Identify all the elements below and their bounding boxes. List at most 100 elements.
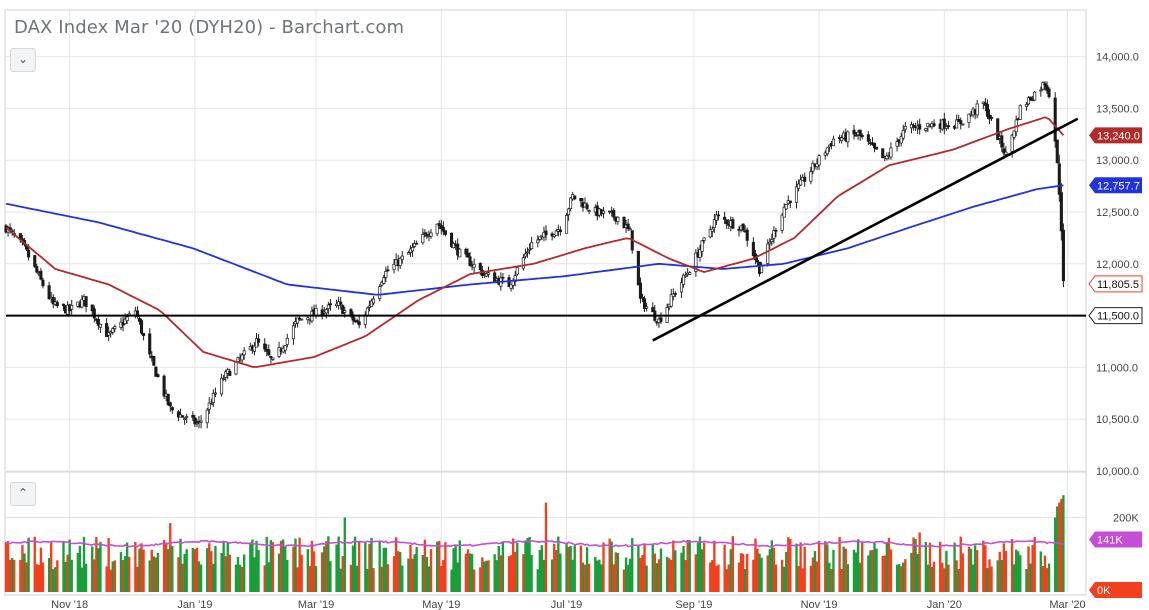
volume-bar	[754, 538, 757, 592]
volume-bar	[1041, 565, 1045, 592]
volume-bar	[889, 549, 893, 592]
volume-bar	[961, 553, 964, 592]
collapse-chart-button[interactable]: ⌄	[10, 48, 36, 72]
volume-bar	[842, 546, 845, 592]
volume-bar	[421, 554, 424, 592]
volume-bar	[624, 557, 628, 592]
volume-bar	[41, 562, 45, 592]
volume-bar	[1043, 555, 1047, 592]
volume-bar	[538, 549, 542, 592]
volume-bar	[559, 553, 562, 592]
volume-bar	[220, 553, 223, 592]
volume-bar	[185, 549, 188, 592]
volume-bar	[238, 564, 242, 592]
candle-body	[710, 228, 714, 232]
volume-bar	[573, 545, 576, 592]
candle-body	[811, 162, 815, 172]
volume-bar	[926, 564, 930, 592]
candle-body	[466, 252, 470, 258]
volume-bar	[686, 539, 689, 592]
candle-body	[651, 307, 655, 313]
volume-bar	[758, 553, 761, 592]
candle-body	[955, 119, 959, 129]
date-tick-label: May '19	[422, 599, 460, 610]
candle-body	[384, 271, 388, 278]
candle-body	[300, 318, 304, 321]
candle-body	[283, 345, 287, 351]
volume-bar	[932, 561, 936, 592]
volume-bar	[380, 566, 383, 592]
volume-bar	[292, 546, 295, 592]
volume-bar	[450, 569, 453, 592]
candle-body	[694, 252, 698, 272]
volume-bar	[10, 558, 14, 592]
volume-bar	[815, 561, 819, 592]
candle-body	[523, 253, 528, 257]
volume-bar	[910, 552, 913, 592]
candle-body	[27, 249, 31, 258]
volume-bar	[351, 545, 355, 592]
candle-body	[39, 270, 43, 280]
volume-bar	[167, 549, 170, 592]
candle-body	[803, 176, 807, 182]
expand-volume-button[interactable]: ⌃	[10, 482, 36, 506]
volume-bar	[990, 566, 993, 592]
volume-bar	[84, 563, 88, 592]
candle-body	[220, 377, 224, 395]
candle-body	[1026, 97, 1031, 105]
candle-body	[256, 338, 261, 343]
candle-body	[111, 328, 115, 333]
price-tick-label: 13,500.0	[1096, 103, 1139, 115]
volume-bar	[982, 540, 985, 592]
candle-body	[296, 317, 300, 324]
volume-bar	[279, 540, 283, 592]
volume-bar	[454, 544, 457, 592]
volume-bar	[616, 552, 620, 592]
volume-bar	[325, 541, 328, 592]
volume-bar	[257, 549, 260, 592]
candle-body	[443, 230, 447, 235]
volume-bar	[871, 550, 874, 592]
volume-bar	[565, 544, 568, 592]
volume-bar	[109, 569, 112, 592]
candle-body	[392, 264, 396, 271]
candle-body	[213, 392, 217, 395]
volume-bar	[824, 541, 827, 592]
volume-bar	[522, 554, 525, 592]
volume-bar	[164, 542, 168, 592]
candle-body	[755, 260, 760, 263]
volume-bar	[670, 559, 673, 592]
volume-bar	[774, 564, 778, 592]
candle-body	[770, 239, 774, 242]
volume-bar	[795, 543, 798, 592]
volume-bar	[162, 539, 166, 592]
volume-bar	[1017, 551, 1020, 592]
volume-bar	[224, 556, 227, 592]
price-tick-label: 12,500.0	[1096, 207, 1139, 219]
candle-body	[55, 302, 59, 307]
candle-body	[723, 216, 727, 220]
candle-body	[587, 210, 591, 212]
volume-bar	[156, 552, 160, 592]
volume-bar	[914, 538, 917, 592]
date-tick-label: Mar '20	[1049, 599, 1085, 610]
candle-body	[741, 223, 745, 231]
volume-bar	[499, 555, 503, 592]
candle-body	[895, 141, 899, 147]
volume-bar	[343, 517, 346, 592]
volume-bar	[713, 541, 716, 592]
volume-bar	[659, 548, 663, 592]
volume-bar	[339, 568, 342, 592]
volume-bar	[148, 560, 151, 592]
candle-body	[121, 322, 125, 326]
candle-body	[1043, 83, 1047, 86]
candle-body	[341, 305, 345, 314]
candle-body	[601, 210, 606, 214]
volume-bar	[571, 559, 574, 592]
volume-bar	[76, 552, 80, 592]
candle-body	[823, 152, 827, 156]
volume-bar	[801, 568, 804, 592]
candle-body	[400, 255, 404, 260]
candle-body	[528, 248, 532, 251]
volume-bar	[844, 548, 847, 592]
